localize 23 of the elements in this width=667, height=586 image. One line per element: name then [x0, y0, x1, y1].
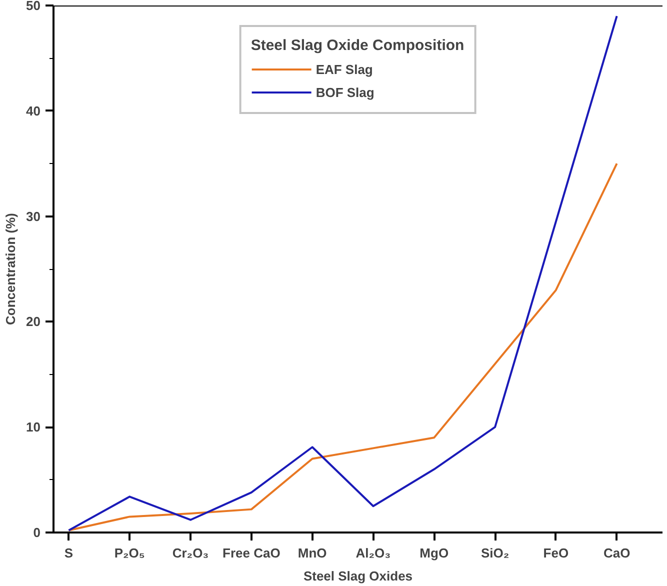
x-tick-label: CaO [603, 546, 630, 560]
line-series [68, 162, 618, 532]
y-axis-title: Concentration (%) [3, 213, 18, 325]
x-tick-label: P₂O₅ [114, 546, 145, 560]
line-series [68, 15, 618, 532]
x-axis-title: Steel Slag Oxides [303, 568, 413, 584]
x-tick-label: MnO [298, 546, 327, 560]
x-tick-label: FeO [543, 546, 569, 560]
y-tick-label: 20 [26, 314, 41, 330]
y-tick-label: 50 [26, 0, 41, 13]
y-tick-label: 10 [26, 420, 41, 435]
y-tick-label: 0 [33, 525, 41, 540]
legend-label: EAF Slag [316, 62, 373, 76]
x-tick-label: Al₂O₃ [356, 546, 391, 560]
y-tick-label: 40 [26, 103, 41, 118]
x-tick-label: Cr₂O₃ [172, 546, 209, 560]
x-tick-label: S [64, 546, 74, 560]
legend-label: BOF Slag [316, 84, 374, 100]
x-tick-label: MgO [420, 546, 449, 560]
x-tick-label: SiO₂ [480, 546, 510, 560]
y-tick-label: 30 [26, 208, 41, 224]
legend-title: Steel Slag Oxide Composition [250, 37, 464, 54]
x-tick-label: Free CaO [222, 546, 280, 560]
